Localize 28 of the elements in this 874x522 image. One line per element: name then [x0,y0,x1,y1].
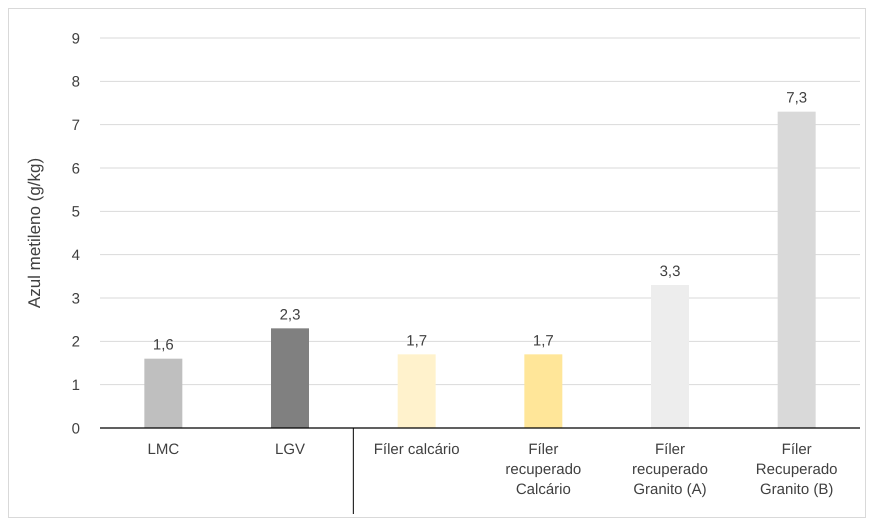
y-tick-label: 5 [72,204,80,221]
data-label: 1,6 [152,336,174,354]
y-axis-title: Azul metileno (g/kg) [25,158,44,308]
data-label: 1,7 [406,332,428,350]
y-tick-label: 8 [72,74,80,91]
y-tick-label: 4 [72,246,80,264]
y-tick-label: 6 [72,160,80,178]
bar [398,354,436,428]
x-tick-label: LGV [274,441,306,458]
y-tick-label: 9 [72,30,80,48]
bar [524,354,562,428]
data-label: 2,3 [280,306,300,324]
x-tick-label: Fíler calcário [374,441,460,458]
data-label: 1,7 [532,332,554,350]
y-tick-label: 0 [72,420,80,438]
y-tick-label: 1 [72,376,80,394]
y-tick-label: 7 [72,116,80,134]
x-tick-label: LMC [147,441,180,458]
y-tick-label: 2 [72,334,80,351]
y-tick-label: 3 [72,290,80,308]
data-label: 7,3 [786,90,808,107]
data-label: 3,3 [660,263,680,280]
x-tick-label: Fíler Recuperado Granito (B) [756,441,838,498]
bar [144,358,182,428]
x-tick-label: Fíler recuperado Calcário [505,441,582,498]
bar [651,285,689,428]
x-tick-label: Fíler recuperado Granito (A) [632,441,708,498]
bar [271,328,309,428]
